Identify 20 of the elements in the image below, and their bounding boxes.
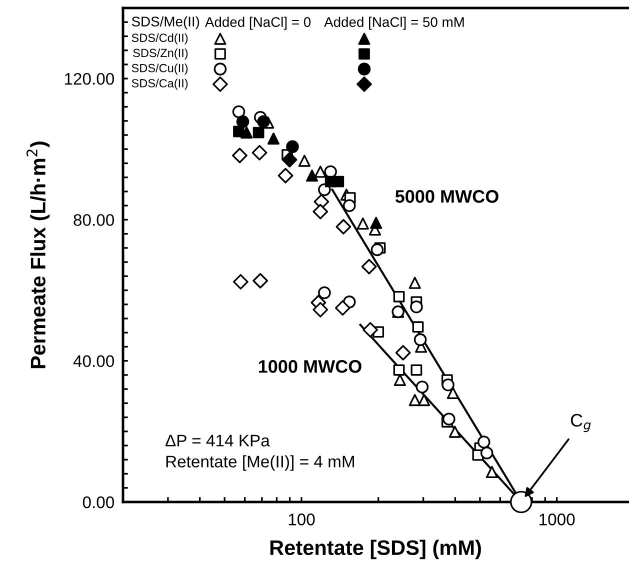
legend-label: SDS/Cu(II) bbox=[132, 64, 188, 75]
annotation: 1000 MWCO bbox=[258, 360, 362, 373]
y-tick-label: 80.00 bbox=[74, 214, 114, 226]
annotation: ΔP = 414 KPa bbox=[165, 434, 270, 446]
x-tick-label: 1000 bbox=[540, 514, 575, 526]
annotation: C$_{g}$ bbox=[570, 414, 591, 432]
annotation: Added [NaCl] = 0 bbox=[204, 16, 311, 30]
legend-title: SDS/Me(II) bbox=[132, 16, 200, 30]
y-axis-title: Permeate Flux (L/h·m$^{2}$) bbox=[26, 142, 50, 368]
x-tick-label: 100 bbox=[288, 514, 315, 526]
y-tick-label: 120.00 bbox=[64, 72, 114, 85]
legend-label: SDS/Ca(II) bbox=[132, 78, 188, 90]
legend-label: SDS/Cd(II) bbox=[132, 33, 188, 44]
annotation: 5000 MWCO bbox=[395, 190, 498, 203]
annotation: Retentate [Me(II)] = 4 mM bbox=[166, 455, 354, 471]
legend-label: SDS/Zn(II) bbox=[133, 48, 188, 60]
y-tick-label: 0.00 bbox=[82, 496, 114, 508]
x-axis-title: Retentate [SDS] (mM) bbox=[270, 540, 481, 560]
y-tick-label: 40.00 bbox=[73, 355, 114, 368]
annotation: Added [NaCl] = 50 mM bbox=[324, 16, 464, 30]
